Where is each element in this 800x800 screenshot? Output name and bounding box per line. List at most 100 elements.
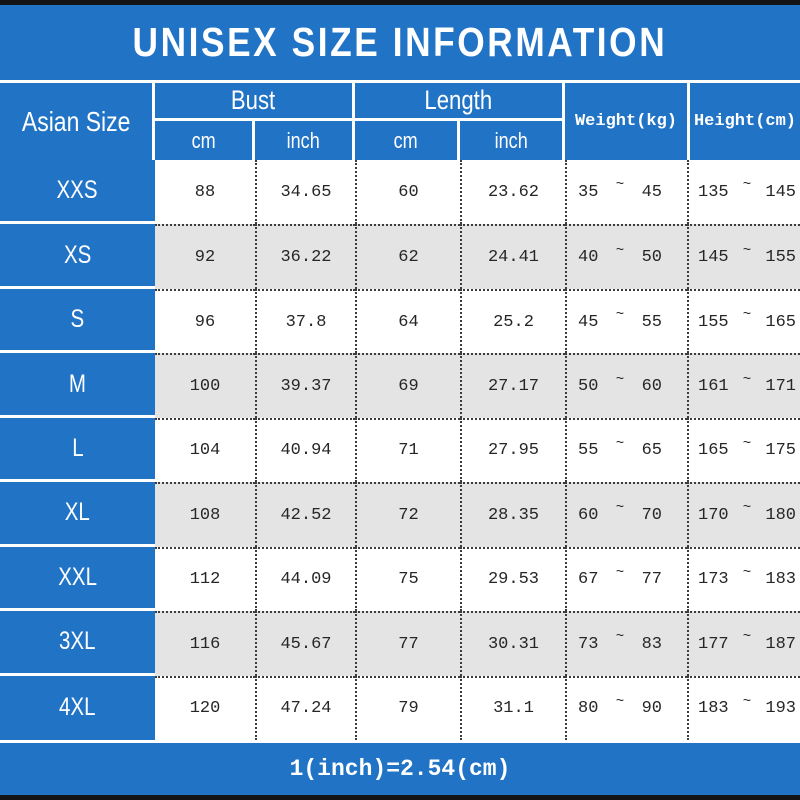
size-label-text: 3XL [59,627,96,656]
header-bust-inch-label: inch [286,127,321,153]
header-bust-subrow: cm inch [155,121,352,160]
size-label-text: L [71,433,84,462]
height-range: 145 ~155 [687,224,800,289]
length-cm-value: 64 [355,288,460,354]
weight-max: 83 [641,634,662,654]
weight-max: 65 [641,441,662,461]
height-range: 135 ~145 [687,160,800,225]
tilde-separator: ~ [742,500,752,517]
size-label: M [0,353,155,418]
header-length-cm-label: cm [393,127,419,153]
tilde-separator: ~ [742,435,752,452]
length-inch-value: 27.95 [460,417,565,483]
table-row-m: M 100 39.37 69 27.17 50 ~60 161 ~171 [0,353,800,418]
length-inch-value: 23.62 [460,160,565,225]
weight-min: 55 [578,441,599,461]
tilde-separator: ~ [615,371,625,388]
length-cm-value: 77 [355,611,460,676]
length-cm-value: 69 [355,353,460,418]
weight-range: 60 ~70 [565,482,687,547]
weight-max: 50 [641,248,662,268]
size-label: 3XL [0,611,155,676]
header-length-inch: inch [457,121,562,160]
bust-cm-value: 120 [155,675,255,740]
height-min: 173 [698,570,729,590]
bust-inch-value: 42.52 [255,482,355,547]
conversion-note: 1(inch)=2.54(cm) [289,756,511,782]
table-header: Asian Size Bust cm inch Length cm [0,80,800,160]
bust-inch-value: 44.09 [255,546,355,612]
length-cm-value: 75 [355,546,460,612]
bottom-black-bar [0,795,800,800]
size-label: L [0,417,155,483]
weight-max: 90 [641,699,662,719]
length-inch-value: 27.17 [460,353,565,418]
bust-cm-value: 116 [155,611,255,676]
height-max: 165 [765,312,796,332]
weight-min: 40 [578,248,599,268]
size-label-text: XXS [56,176,99,205]
header-length-label: Length [424,85,493,115]
header-asian-size-label: Asian Size [21,105,131,137]
header-length-subrow: cm inch [355,121,562,160]
weight-range: 80 ~90 [565,675,687,740]
bust-inch-value: 37.8 [255,288,355,354]
bust-inch-value: 47.24 [255,675,355,740]
height-range: 170 ~180 [687,482,800,547]
height-max: 171 [765,377,796,397]
length-inch-value: 30.31 [460,611,565,676]
height-min: 155 [698,312,729,332]
header-weight-label: Weight(kg) [574,112,678,131]
table-row-xl: XL 108 42.52 72 28.35 60 ~70 170 ~180 [0,482,800,547]
height-max: 187 [765,634,796,654]
bust-cm-value: 108 [155,482,255,547]
header-bust-inch: inch [252,121,352,160]
size-label-text: M [68,369,87,398]
page-title: UNISEX SIZE INFORMATION [132,19,668,65]
tilde-separator: ~ [742,371,752,388]
height-range: 173 ~183 [687,546,800,612]
tilde-separator: ~ [615,435,625,452]
tilde-separator: ~ [742,693,752,710]
bust-inch-value: 34.65 [255,160,355,225]
header-length-inch-label: inch [494,127,528,153]
length-inch-value: 31.1 [460,675,565,740]
height-max: 145 [765,182,796,202]
bust-cm-value: 104 [155,417,255,483]
weight-max: 77 [641,570,662,590]
height-max: 180 [765,505,796,525]
height-range: 155 ~165 [687,288,800,354]
height-max: 183 [765,570,796,590]
bust-cm-value: 100 [155,353,255,418]
size-label-text: 4XL [59,693,96,722]
header-bust-cm-label: cm [191,127,216,153]
height-max: 155 [765,248,796,268]
height-max: 193 [765,699,796,719]
height-range: 177 ~187 [687,611,800,676]
top-black-bar [0,0,800,5]
tilde-separator: ~ [615,500,625,517]
bust-inch-value: 36.22 [255,224,355,289]
tilde-separator: ~ [615,307,625,324]
height-range: 165 ~175 [687,417,800,483]
size-label: XXS [0,160,155,225]
tilde-separator: ~ [615,242,625,259]
weight-max: 55 [641,312,662,332]
tilde-separator: ~ [742,177,752,194]
weight-range: 50 ~60 [565,353,687,418]
header-bust-title: Bust [155,83,352,121]
tilde-separator: ~ [742,629,752,646]
height-range: 183 ~193 [687,675,800,740]
header-length-title: Length [355,83,562,121]
tilde-separator: ~ [615,629,625,646]
weight-max: 45 [641,182,662,202]
table-body: XXS 88 34.65 60 23.62 35 ~45 135 ~145 XS 9… [0,160,800,740]
tilde-separator: ~ [742,307,752,324]
weight-range: 35 ~45 [565,160,687,225]
weight-min: 45 [578,312,599,332]
bust-cm-value: 112 [155,546,255,612]
height-min: 170 [698,505,729,525]
table-row-l: L 104 40.94 71 27.95 55 ~65 165 ~175 [0,417,800,483]
weight-range: 40 ~50 [565,224,687,289]
height-min: 145 [698,248,729,268]
